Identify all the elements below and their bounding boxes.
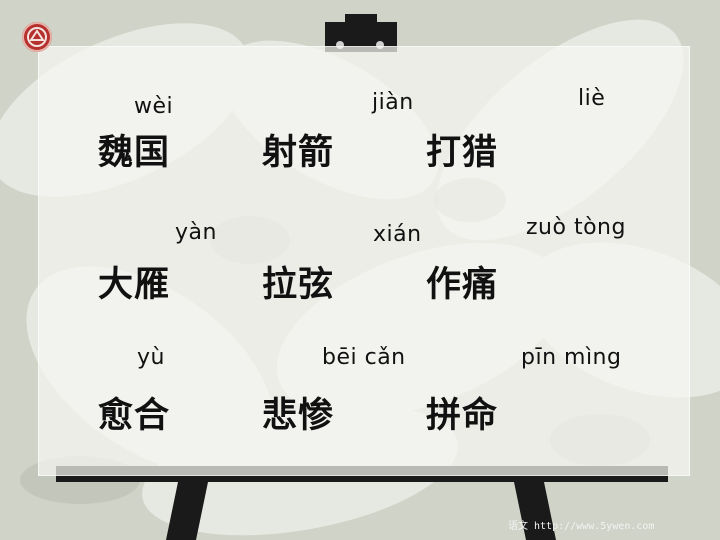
pinyin-lie: liè bbox=[578, 86, 606, 111]
whiteboard bbox=[38, 46, 690, 476]
word-dayan: 大雁 bbox=[98, 265, 171, 305]
word-pinming: 拼命 bbox=[426, 396, 499, 436]
word-beican: 悲惨 bbox=[262, 396, 335, 436]
word-dalie: 打猎 bbox=[426, 133, 499, 173]
pinyin-beican: bēi cǎn bbox=[322, 345, 406, 370]
pinyin-zuotong: zuò tòng bbox=[526, 215, 626, 240]
word-weiguo: 魏国 bbox=[98, 133, 171, 173]
word-yuhe: 愈合 bbox=[98, 396, 171, 436]
pinyin-jian: jiàn bbox=[372, 90, 414, 115]
word-zuotong: 作痛 bbox=[426, 265, 499, 305]
pinyin-yan: yàn bbox=[175, 220, 217, 245]
word-shejian: 射箭 bbox=[262, 133, 335, 173]
pinyin-xian: xián bbox=[373, 222, 422, 247]
pinyin-pinming: pīn mìng bbox=[521, 345, 622, 370]
pinyin-yu: yù bbox=[137, 345, 165, 370]
pinyin-wei: wèi bbox=[134, 94, 174, 119]
watermark-text: 语文 http://www.5ywen.com bbox=[508, 521, 655, 532]
word-laxian: 拉弦 bbox=[262, 265, 335, 305]
red-round-logo-icon bbox=[22, 22, 52, 52]
